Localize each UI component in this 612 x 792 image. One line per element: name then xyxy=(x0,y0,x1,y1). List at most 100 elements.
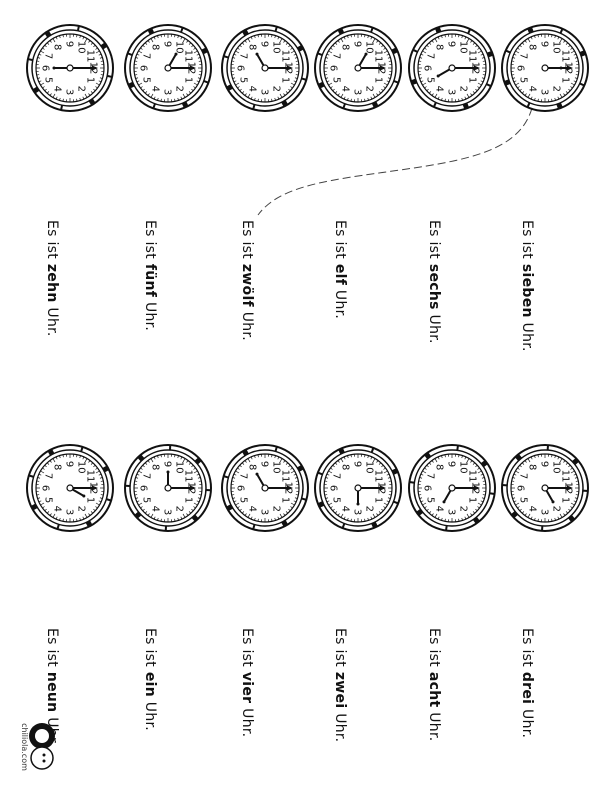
sentence-prefix: Es ist xyxy=(519,220,535,260)
time-sentence: Es ist zehn Uhr. xyxy=(44,220,60,337)
time-sentence: Es ist zwei Uhr. xyxy=(332,628,348,742)
svg-text:1: 1 xyxy=(372,497,383,503)
svg-text:1: 1 xyxy=(279,497,290,503)
svg-text:5: 5 xyxy=(518,497,529,503)
svg-text:8: 8 xyxy=(340,44,351,50)
svg-text:11: 11 xyxy=(84,470,95,483)
sentence-prefix: Es ist xyxy=(44,628,60,668)
svg-text:11: 11 xyxy=(466,470,477,483)
sentence-suffix: Uhr. xyxy=(426,712,442,742)
sentence-suffix: Uhr. xyxy=(44,307,60,337)
svg-text:2: 2 xyxy=(364,506,375,512)
svg-text:10: 10 xyxy=(76,461,87,474)
svg-text:11: 11 xyxy=(372,470,383,483)
svg-text:5: 5 xyxy=(425,77,436,83)
svg-text:6: 6 xyxy=(515,485,526,491)
svg-text:3: 3 xyxy=(162,89,173,95)
svg-text:3: 3 xyxy=(64,509,75,515)
svg-text:1: 1 xyxy=(466,77,477,83)
number-word: zwölf xyxy=(239,263,255,307)
sentence-prefix: Es ist xyxy=(44,220,60,260)
svg-text:4: 4 xyxy=(434,86,445,92)
svg-text:3: 3 xyxy=(259,509,270,515)
svg-text:4: 4 xyxy=(527,86,538,92)
svg-text:5: 5 xyxy=(43,497,54,503)
sentence-suffix: Uhr. xyxy=(239,708,255,738)
svg-text:9: 9 xyxy=(539,461,550,467)
svg-text:7: 7 xyxy=(43,473,54,479)
svg-text:6: 6 xyxy=(40,65,51,71)
svg-text:8: 8 xyxy=(527,44,538,50)
svg-text:4: 4 xyxy=(52,506,63,512)
svg-text:7: 7 xyxy=(331,53,342,59)
svg-text:2: 2 xyxy=(551,506,562,512)
sentence-suffix: Uhr. xyxy=(426,314,442,344)
time-sentence: Es ist acht Uhr. xyxy=(426,628,442,741)
svg-text:3: 3 xyxy=(539,509,550,515)
svg-text:7: 7 xyxy=(425,53,436,59)
svg-text:6: 6 xyxy=(422,65,433,71)
svg-text:1: 1 xyxy=(466,497,477,503)
svg-text:9: 9 xyxy=(539,41,550,47)
svg-text:chiliola.com: chiliola.com xyxy=(20,723,29,771)
number-word: sieben xyxy=(519,263,535,318)
svg-text:6: 6 xyxy=(40,485,51,491)
svg-text:5: 5 xyxy=(238,77,249,83)
svg-text:3: 3 xyxy=(64,89,75,95)
sentence-prefix: Es ist xyxy=(426,628,442,668)
svg-text:10: 10 xyxy=(271,461,282,474)
svg-text:9: 9 xyxy=(162,41,173,47)
svg-text:10: 10 xyxy=(551,41,562,54)
svg-text:4: 4 xyxy=(150,86,161,92)
number-word: neun xyxy=(44,671,60,713)
svg-text:10: 10 xyxy=(364,41,375,54)
svg-text:2: 2 xyxy=(76,506,87,512)
svg-text:3: 3 xyxy=(352,89,363,95)
svg-text:5: 5 xyxy=(331,497,342,503)
svg-text:1: 1 xyxy=(84,497,95,503)
svg-text:4: 4 xyxy=(52,86,63,92)
time-sentence: Es ist sieben Uhr. xyxy=(519,220,535,352)
svg-text:3: 3 xyxy=(446,89,457,95)
sentence-suffix: Uhr. xyxy=(332,713,348,743)
svg-text:1: 1 xyxy=(372,77,383,83)
svg-text:11: 11 xyxy=(279,50,290,63)
number-word: vier xyxy=(239,671,255,704)
svg-text:6: 6 xyxy=(235,65,246,71)
svg-text:9: 9 xyxy=(162,461,173,467)
svg-text:1: 1 xyxy=(84,77,95,83)
svg-text:9: 9 xyxy=(446,461,457,467)
sentence-suffix: Uhr. xyxy=(239,311,255,341)
sentence-prefix: Es ist xyxy=(142,628,158,668)
time-sentence: Es ist elf Uhr. xyxy=(332,220,348,319)
svg-text:8: 8 xyxy=(434,464,445,470)
time-sentence: Es ist sechs Uhr. xyxy=(426,220,442,344)
svg-text:10: 10 xyxy=(271,41,282,54)
svg-text:7: 7 xyxy=(141,473,152,479)
svg-text:4: 4 xyxy=(150,506,161,512)
svg-text:7: 7 xyxy=(518,473,529,479)
svg-text:8: 8 xyxy=(52,44,63,50)
time-sentence: Es ist vier Uhr. xyxy=(239,628,255,737)
time-sentence: Es ist fünf Uhr. xyxy=(142,220,158,331)
svg-text:4: 4 xyxy=(434,506,445,512)
svg-text:5: 5 xyxy=(141,497,152,503)
svg-text:5: 5 xyxy=(141,77,152,83)
svg-text:2: 2 xyxy=(271,86,282,92)
svg-text:9: 9 xyxy=(259,461,270,467)
svg-text:2: 2 xyxy=(271,506,282,512)
svg-text:9: 9 xyxy=(352,41,363,47)
svg-text:4: 4 xyxy=(340,506,351,512)
svg-text:2: 2 xyxy=(174,506,185,512)
svg-text:11: 11 xyxy=(182,470,193,483)
svg-text:3: 3 xyxy=(446,509,457,515)
